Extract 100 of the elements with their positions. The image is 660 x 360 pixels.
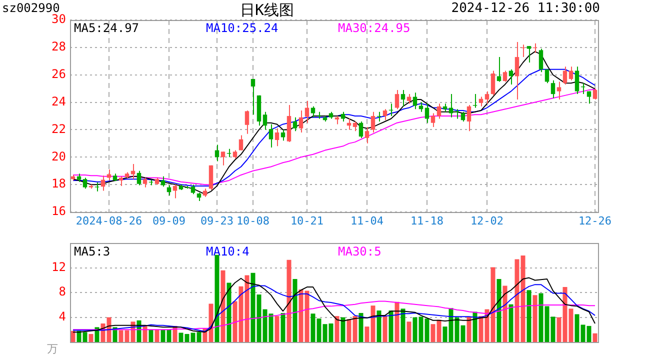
bar: [382, 316, 388, 342]
candlestick: [190, 184, 196, 195]
bar: [400, 308, 406, 342]
candlestick: [310, 106, 316, 118]
candlestick: [544, 68, 550, 84]
candlestick: [394, 89, 400, 110]
x-tick-label: 10-08: [236, 214, 270, 228]
x-tick-label: 12-02: [470, 214, 504, 228]
bar: [388, 310, 394, 342]
candlestick: [220, 151, 226, 166]
bar: [70, 330, 76, 342]
bar: [274, 316, 280, 342]
x-tick-label: 09-23: [200, 214, 234, 228]
candlestick: [298, 110, 304, 133]
candlestick: [424, 103, 430, 124]
candlestick: [136, 170, 142, 186]
y-tick-label: 24: [52, 94, 66, 108]
candlestick: [262, 111, 268, 130]
candlestick: [412, 92, 418, 110]
candlestick: [382, 108, 388, 121]
candlestick: [292, 116, 298, 132]
candlestick: [502, 70, 508, 82]
candlestick: [526, 46, 532, 64]
candlestick: [538, 48, 544, 73]
candlestick: [454, 108, 460, 120]
candlestick: [436, 103, 442, 120]
x-tick-label: 2024-08-26: [76, 214, 142, 228]
candlestick: [460, 111, 466, 122]
candlestick: [496, 56, 502, 82]
bar: [220, 270, 226, 342]
text: MA30:5: [338, 244, 382, 258]
candlestick: [562, 66, 568, 85]
candlestick: [358, 120, 364, 138]
candlestick: [556, 81, 562, 100]
bar: [532, 295, 538, 342]
candlestick: [274, 128, 280, 147]
x-tick-label: 10-21: [290, 214, 324, 228]
candlestick: [478, 96, 484, 107]
y-tick-label: 4: [58, 309, 66, 324]
x-tick-label: 11-04: [350, 214, 384, 228]
bar: [214, 254, 220, 342]
candlestick: [364, 126, 370, 144]
bar: [376, 310, 382, 342]
bar: [526, 290, 532, 342]
y-tick-label: 12: [52, 260, 66, 274]
y-tick-label: 30: [52, 12, 66, 26]
bar: [358, 312, 364, 342]
candlestick: [100, 175, 106, 192]
bar: [226, 282, 232, 342]
candlestick: [574, 66, 580, 95]
y-tick-label: 18: [52, 176, 66, 191]
bar: [340, 317, 346, 342]
bar: [502, 286, 508, 342]
candlestick: [448, 94, 454, 118]
candlestick: [82, 177, 88, 190]
candlestick: [418, 102, 424, 112]
bar: [88, 334, 94, 342]
candlestick: [214, 144, 220, 162]
y-tick-label: 16: [52, 204, 66, 218]
candlestick: [568, 66, 574, 81]
bar: [148, 330, 154, 342]
text: MA5:24.97: [74, 21, 140, 36]
x-tick-label: 11-18: [410, 214, 444, 228]
candlestick: [466, 104, 472, 132]
bar: [466, 316, 472, 342]
text: MA10:25.24: [206, 21, 278, 36]
text: MA5:3: [74, 244, 110, 258]
bar: [334, 316, 340, 342]
candlestick: [280, 129, 286, 142]
candlestick: [514, 41, 520, 100]
candlestick: [118, 176, 124, 186]
candlestick: [508, 68, 514, 85]
bar: [592, 333, 598, 342]
candlestick: [208, 164, 214, 191]
candlestick: [238, 134, 244, 151]
text: 2024-12-26 11:30:00: [451, 1, 600, 16]
text: MA30:24.95: [338, 21, 410, 36]
candlestick: [244, 110, 250, 134]
y-axis-title: 万: [47, 342, 58, 356]
chart-title: 日K线图: [240, 1, 294, 20]
candlestick: [484, 90, 490, 104]
candlestick: [490, 70, 496, 96]
y-tick-label: 26: [52, 66, 66, 81]
y-tick-label: 20: [52, 149, 66, 164]
bar: [112, 327, 118, 342]
bar: [286, 260, 292, 342]
candlestick: [160, 176, 166, 188]
candlestick: [550, 80, 556, 99]
y-tick-label: 8: [58, 284, 66, 299]
bar: [508, 304, 514, 342]
candlestick: [406, 94, 412, 104]
bar: [406, 322, 412, 342]
chart-subtitle: sz002990: [2, 1, 60, 15]
candlestick: [142, 177, 148, 188]
x-tick-label: 12-26: [578, 214, 612, 228]
bar: [154, 330, 160, 342]
candlestick: [130, 164, 136, 180]
bar: [292, 279, 298, 342]
candlestick: [268, 124, 274, 148]
bar: [280, 312, 286, 342]
